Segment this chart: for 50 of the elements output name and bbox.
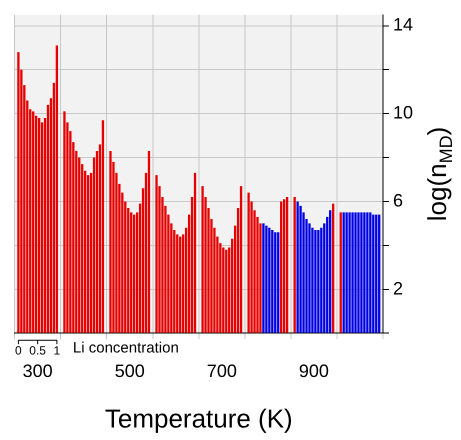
x-tick-label: 300	[22, 360, 53, 381]
bar	[375, 214, 378, 333]
bar	[268, 228, 270, 333]
bar	[366, 212, 369, 333]
y-tick-label: 14	[392, 14, 414, 35]
x-tick-label: 900	[298, 360, 329, 381]
y-tick-label: 6	[392, 190, 403, 210]
text: 0.5	[29, 344, 46, 358]
bar	[294, 197, 296, 333]
y-tick-label: 10	[392, 102, 414, 123]
x-axis-title: Temperature (K)	[104, 404, 293, 434]
bar	[280, 201, 282, 333]
bar	[286, 197, 288, 333]
bar	[369, 212, 372, 333]
bar	[332, 204, 334, 333]
text: 1	[54, 344, 61, 358]
bar	[274, 232, 276, 333]
bar	[345, 212, 348, 333]
bar	[317, 230, 320, 333]
bar	[17, 52, 20, 333]
bar	[35, 116, 38, 333]
bar	[133, 214, 136, 333]
bar	[265, 226, 268, 333]
bar	[363, 212, 366, 333]
y-axis-title: log(nMD)	[422, 126, 456, 222]
y-tick-label: 2	[392, 278, 403, 298]
bar	[282, 199, 286, 333]
bar	[38, 118, 40, 333]
x-tick-label: 500	[114, 360, 145, 381]
bar	[56, 46, 58, 333]
bar	[271, 230, 274, 333]
bar	[277, 232, 280, 333]
bar	[247, 192, 250, 333]
text: 0	[15, 344, 22, 358]
bar	[296, 201, 299, 333]
text: Li concentration	[72, 339, 179, 356]
bar	[130, 212, 132, 333]
bar	[378, 214, 380, 333]
bar	[329, 210, 332, 333]
bar	[176, 234, 178, 333]
bar	[372, 214, 374, 333]
bar	[225, 250, 228, 333]
x-tick-label: 700	[206, 360, 237, 381]
bar	[32, 111, 34, 333]
bar	[314, 230, 317, 333]
bar	[348, 212, 351, 333]
bar	[340, 212, 342, 333]
bar	[179, 236, 182, 333]
bar	[342, 212, 345, 333]
bar	[320, 228, 322, 333]
